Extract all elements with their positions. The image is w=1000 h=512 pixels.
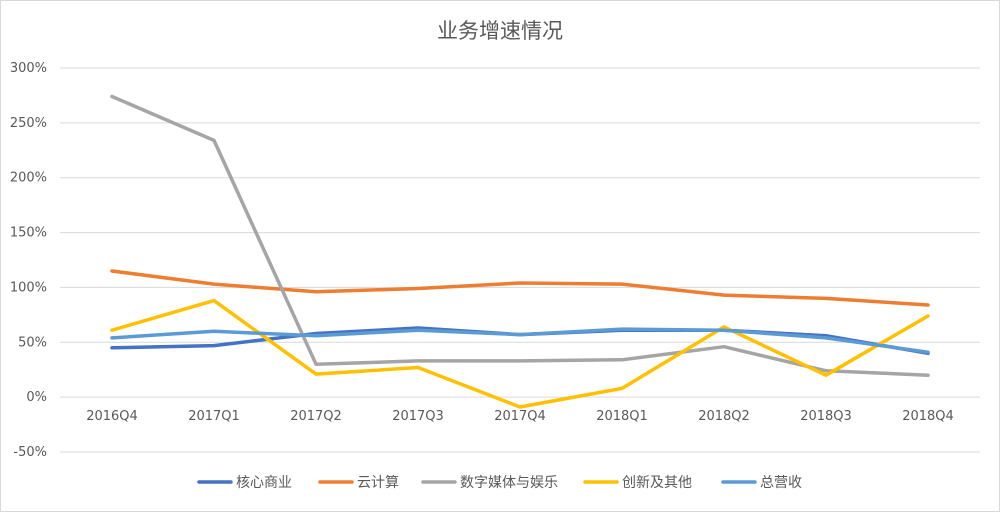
legend-label: 云计算: [357, 475, 399, 491]
legend-label: 总营收: [760, 475, 802, 491]
series-line-4: [110, 298, 930, 409]
y-tick-label: 100%: [10, 280, 47, 295]
y-tick-label: 250%: [10, 116, 47, 131]
y-tick-label: 150%: [10, 226, 47, 241]
x-tick-label: 2018Q4: [902, 409, 954, 424]
series-lines: [110, 94, 930, 409]
legend-label: 核心商业: [236, 475, 292, 491]
x-tick-label: 2017Q2: [290, 409, 342, 424]
legend: 核心商业 云计算 数字媒体与娱乐 创新及其他 总营收: [197, 475, 802, 491]
chart-title: 业务增速情况: [437, 19, 563, 43]
series-line-3: [110, 94, 930, 377]
x-tick-label: 2018Q1: [596, 409, 648, 424]
x-tick-label: 2017Q3: [392, 409, 444, 424]
y-tick-label: 50%: [18, 335, 47, 350]
y-tick-label: 0%: [26, 390, 47, 405]
series-line-2: [110, 269, 930, 307]
x-tick-label: 2016Q4: [86, 409, 138, 424]
gridlines: [60, 67, 980, 453]
legend-label: 数字媒体与娱乐: [460, 475, 558, 491]
legend-label: 创新及其他: [622, 475, 692, 491]
x-tick-label: 2018Q2: [698, 409, 750, 424]
x-axis-tick-labels: 2016Q4 2017Q1 2017Q2 2017Q3 2017Q4 2018Q1 2018…: [86, 409, 954, 424]
x-tick-label: 2017Q4: [494, 409, 546, 424]
series-line-5: [110, 327, 930, 354]
x-tick-label: 2017Q1: [188, 409, 240, 424]
y-tick-label: -50%: [13, 445, 47, 460]
y-axis-tick-labels: -50% 0% 50% 100% 150% 200% 250% 300%: [10, 61, 47, 460]
y-tick-label: 300%: [10, 61, 47, 76]
x-tick-label: 2018Q3: [800, 409, 852, 424]
y-tick-label: 200%: [10, 171, 47, 186]
